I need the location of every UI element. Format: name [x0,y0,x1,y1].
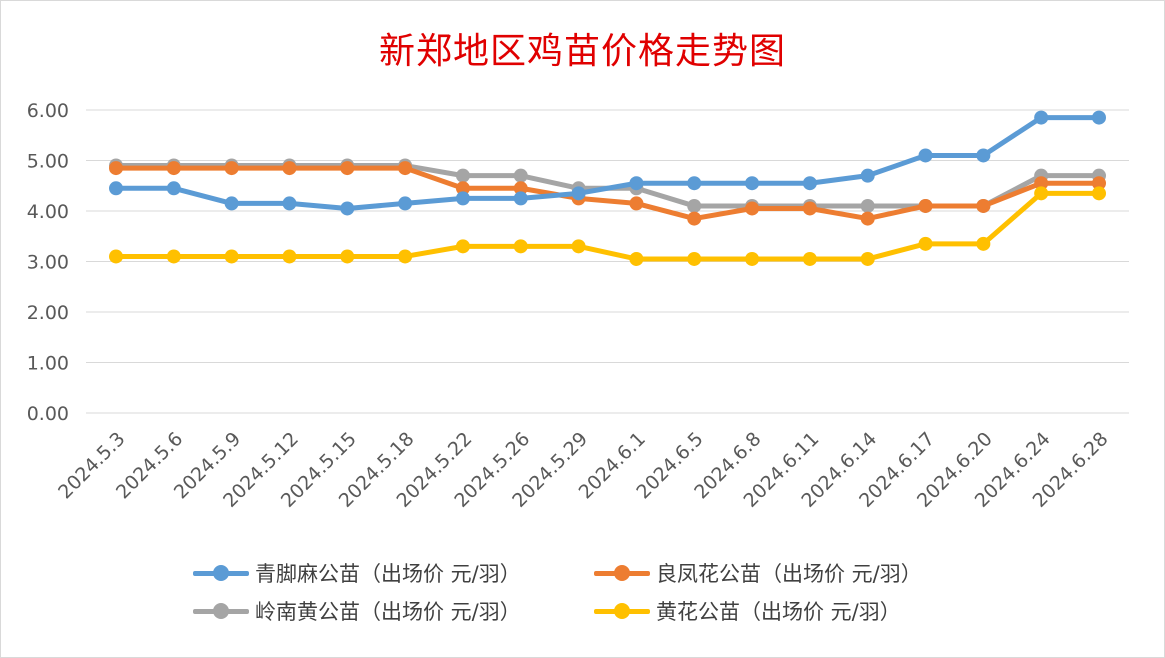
legend-item-qingjiaoma: 青脚麻公苗（出场价 元/羽） [193,558,521,588]
data-point [1034,110,1049,125]
data-point [1092,110,1106,125]
data-point [629,176,644,191]
data-point [398,196,413,211]
legend-item-huanghua: 黄花公苗（出场价 元/羽） [594,596,901,626]
y-axis-tick-labels: 0.00 1.00 2.00 3.00 4.00 5.00 6.00 [27,100,69,425]
gridlines [86,109,1129,414]
data-point [109,161,123,176]
data-point [745,176,760,191]
data-point [109,249,123,264]
data-point [513,191,528,206]
data-point [687,211,702,226]
data-point [1034,186,1049,201]
data-point [860,251,875,266]
data-point [513,181,528,196]
legend-label-liangfenghua: 良凤花公苗（出场价 元/羽） [656,562,922,586]
legend-label-qingjiaoma: 青脚麻公苗（出场价 元/羽） [255,562,521,586]
data-point [802,201,817,216]
data-point [860,211,875,226]
y-tick-label: 3.00 [27,252,69,274]
data-point [282,161,297,176]
y-tick-label: 1.00 [27,353,69,375]
chart-title: 新郑地区鸡苗价格走势图 [378,31,786,72]
data-point [166,161,181,176]
series-1 [109,161,1106,226]
x-axis-tick-labels: 2024.5.32024.5.62024.5.92024.5.122024.5.… [54,428,1112,512]
data-point [398,161,413,176]
data-point [109,181,123,196]
data-point [629,196,644,211]
data-point [282,249,297,264]
data-point [340,249,355,264]
data-point [166,249,181,264]
data-point [340,201,355,216]
data-point [571,186,586,201]
series-line [113,190,1102,262]
series-lines [109,110,1106,266]
data-point [629,251,644,266]
data-point [455,239,470,254]
data-point [455,181,470,196]
data-point [860,198,875,213]
legend-item-liangfenghua: 良凤花公苗（出场价 元/羽） [594,558,922,588]
series-line [113,115,1102,211]
legend-label-huanghua: 黄花公苗（出场价 元/羽） [656,600,901,624]
data-point [687,251,702,266]
data-point [976,236,991,251]
legend-label-lingnanhuang: 岭南黄公苗（出场价 元/羽） [255,600,521,624]
legend-marker-liangfenghua [594,558,650,588]
data-point [224,161,239,176]
data-point [802,251,817,266]
data-point [687,198,702,213]
data-point [224,196,239,211]
data-point [802,176,817,191]
data-point [976,198,991,213]
y-tick-label: 0.00 [27,403,69,425]
series-line [113,165,1102,222]
data-point [687,176,702,191]
data-point [282,196,297,211]
data-point [513,239,528,254]
data-point [224,249,239,264]
legend-marker-lingnanhuang [193,596,249,626]
data-point [860,168,875,183]
data-point [745,251,760,266]
data-point [745,201,760,216]
data-point [513,168,528,183]
series-3 [109,186,1106,266]
data-point [918,236,933,251]
data-point [166,181,181,196]
data-point [976,148,991,163]
legend-marker-qingjiaoma [193,558,249,588]
data-point [1034,176,1049,191]
data-point [340,161,355,176]
y-tick-label: 6.00 [27,100,69,122]
data-point [571,239,586,254]
y-tick-label: 4.00 [27,201,69,223]
data-point [1092,186,1106,201]
legend-item-lingnanhuang: 岭南黄公苗（出场价 元/羽） [193,596,521,626]
legend-marker-huanghua [594,596,650,626]
series-0 [109,110,1106,216]
data-point [1092,176,1106,191]
data-point [455,191,470,206]
data-point [398,249,413,264]
data-point [918,148,933,163]
y-tick-label: 5.00 [27,151,69,173]
data-point [918,198,933,213]
data-point [455,168,470,183]
y-tick-label: 2.00 [27,302,69,324]
